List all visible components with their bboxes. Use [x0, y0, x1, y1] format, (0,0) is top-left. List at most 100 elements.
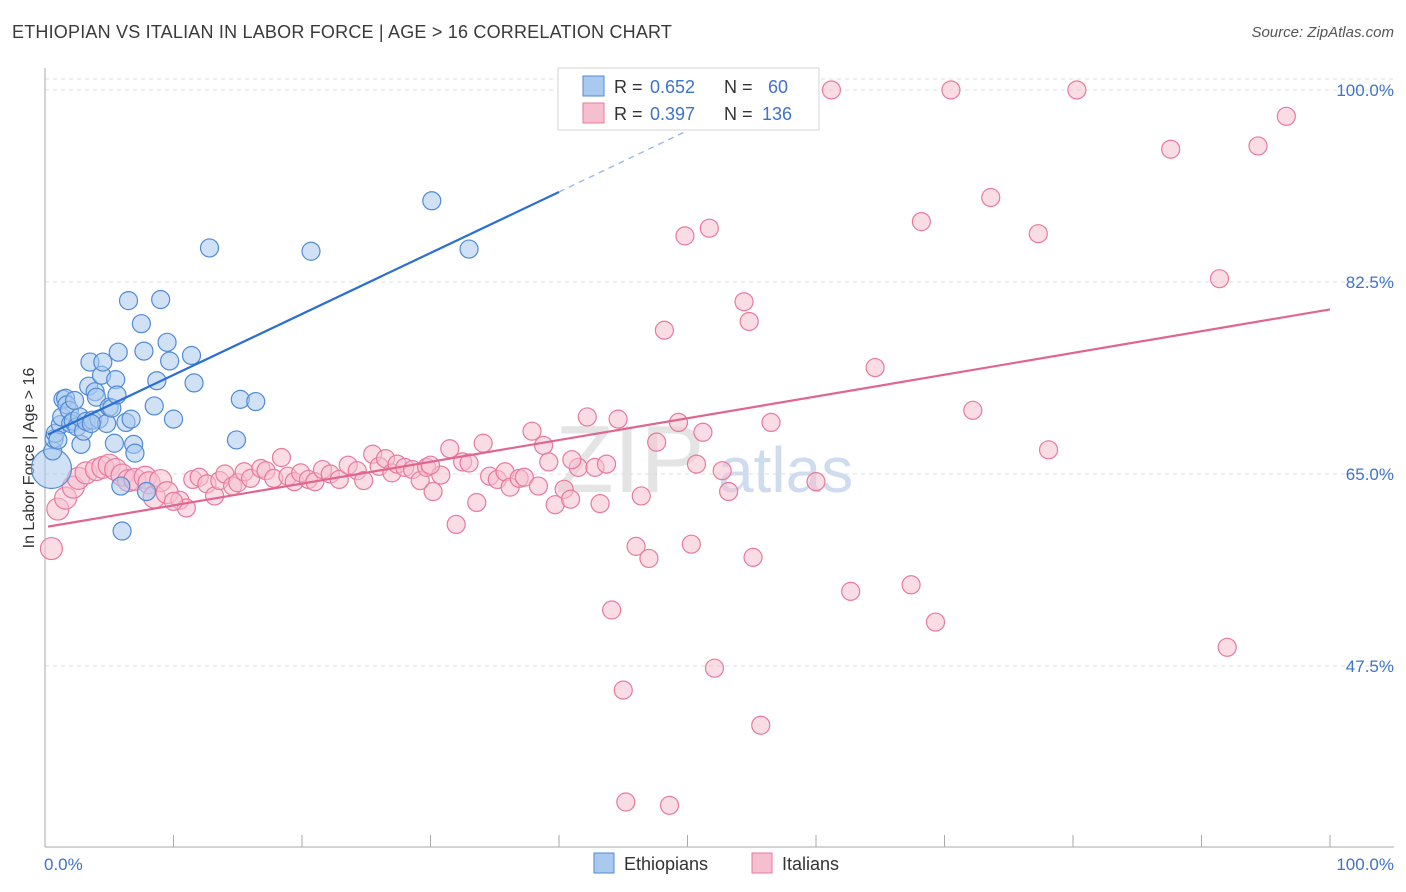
italians-point: [626, 536, 646, 556]
italians-point: [719, 481, 739, 502]
italians-point: [981, 187, 1001, 208]
italians-point: [659, 795, 680, 815]
ethiopians-point: [246, 391, 266, 412]
ethiopians-point: [64, 390, 85, 411]
italians-trend-line: [47, 308, 1331, 528]
italians-point: [941, 80, 961, 100]
italians-point: [539, 452, 559, 472]
italians-point: [1067, 80, 1087, 100]
italians-point: [699, 218, 719, 238]
ethiopians-point: [422, 191, 442, 211]
italians-point: [654, 320, 674, 340]
ethiopians-point: [136, 481, 157, 502]
italians-point: [675, 226, 695, 246]
italians-point: [1248, 136, 1268, 156]
y-tick-label: 65.0%: [1346, 465, 1394, 484]
italians-point: [681, 534, 701, 554]
italians-point: [841, 581, 861, 601]
gridlines: [45, 78, 1394, 667]
italians-point: [734, 292, 754, 312]
trend-lines: [47, 129, 1331, 528]
italians-point: [1209, 269, 1230, 289]
italians-point: [639, 548, 659, 569]
ethiopians-point: [459, 239, 479, 259]
legend-n-label-ethiopians: N =: [724, 77, 753, 97]
ethiopians-point: [199, 238, 220, 258]
series-legend-swatch-ethiopians: [593, 852, 615, 874]
ethiopians-point: [163, 409, 184, 429]
italians-point: [686, 454, 707, 474]
italians-point: [39, 536, 64, 561]
italians-point: [743, 547, 763, 567]
italians-point: [647, 432, 667, 452]
watermark-atlas: atlas: [718, 434, 853, 506]
italians-point: [596, 454, 617, 474]
legend-r-value-ethiopians: 0.652: [650, 77, 695, 97]
italians-point: [608, 409, 628, 429]
legend-r-label-italians: R =: [614, 104, 643, 124]
ethiopians-point: [108, 342, 128, 362]
chart-title: ETHIOPIAN VS ITALIAN IN LABOR FORCE | AG…: [12, 22, 673, 42]
italians-point: [459, 453, 479, 473]
italians-point: [560, 489, 581, 509]
ethiopians-point: [111, 476, 131, 496]
italians-point: [865, 357, 885, 378]
ethiopians-point: [160, 351, 180, 371]
ethiopians-point: [151, 289, 171, 310]
series-legend: Ethiopians Italians: [593, 852, 839, 874]
ethiopians-trend-line: [47, 191, 560, 436]
ethiopians-point: [181, 345, 202, 366]
italians-point: [1276, 106, 1296, 126]
italians-point: [577, 407, 597, 427]
italians-point: [806, 472, 826, 492]
x-tick-label-end: 100.0%: [1336, 855, 1394, 874]
italians-point: [761, 412, 781, 433]
italians-point: [925, 612, 946, 632]
italians-point: [1038, 440, 1059, 460]
ethiopians-point: [157, 332, 177, 352]
italians-point: [631, 486, 651, 506]
legend-r-label-ethiopians: R =: [614, 77, 643, 97]
italians-point: [420, 455, 441, 475]
legend-n-label-italians: N =: [724, 104, 753, 124]
series-legend-label-ethiopians: Ethiopians: [624, 854, 708, 874]
italians-point: [1028, 224, 1048, 244]
series-legend-swatch-italians: [751, 852, 773, 874]
ethiopians-point: [86, 387, 107, 407]
italians-point: [522, 421, 542, 441]
italians-point: [271, 447, 292, 468]
italians-point: [901, 575, 921, 595]
italians-point: [616, 792, 636, 812]
italians-point: [533, 435, 554, 456]
italians-point: [613, 680, 633, 700]
ethiopians-point: [104, 433, 124, 453]
italians-point: [751, 715, 771, 735]
italians-point: [739, 311, 759, 332]
ethiopians-point: [125, 443, 145, 463]
italians-point: [1217, 637, 1237, 657]
ethiopians-point: [134, 341, 154, 361]
italians-point: [354, 470, 374, 491]
italians-point: [467, 492, 487, 513]
ethiopians-point: [301, 241, 321, 261]
italians-point: [704, 658, 725, 678]
ethiopians-point: [131, 314, 151, 334]
italians-point: [821, 80, 842, 100]
ethiopians-point: [121, 409, 141, 429]
series-legend-label-italians: Italians: [782, 854, 839, 874]
italians-point: [712, 461, 732, 481]
ethiopians-point: [93, 352, 113, 372]
italians-point: [602, 600, 622, 620]
x-tick-label-start: 0.0%: [44, 855, 83, 874]
source-label: Source: ZipAtlas.com: [1251, 24, 1394, 41]
italians-point: [562, 450, 582, 470]
italians-point: [693, 422, 713, 442]
y-tick-labels: 47.5% 65.0% 82.5% 100.0%: [1336, 81, 1394, 676]
italians-point: [590, 493, 610, 514]
ethiopians-points: [30, 191, 479, 541]
ethiopians-point: [112, 521, 132, 541]
ethiopians-point: [184, 373, 204, 393]
italians-point: [163, 491, 184, 511]
legend-n-value-italians: 136: [762, 104, 792, 124]
